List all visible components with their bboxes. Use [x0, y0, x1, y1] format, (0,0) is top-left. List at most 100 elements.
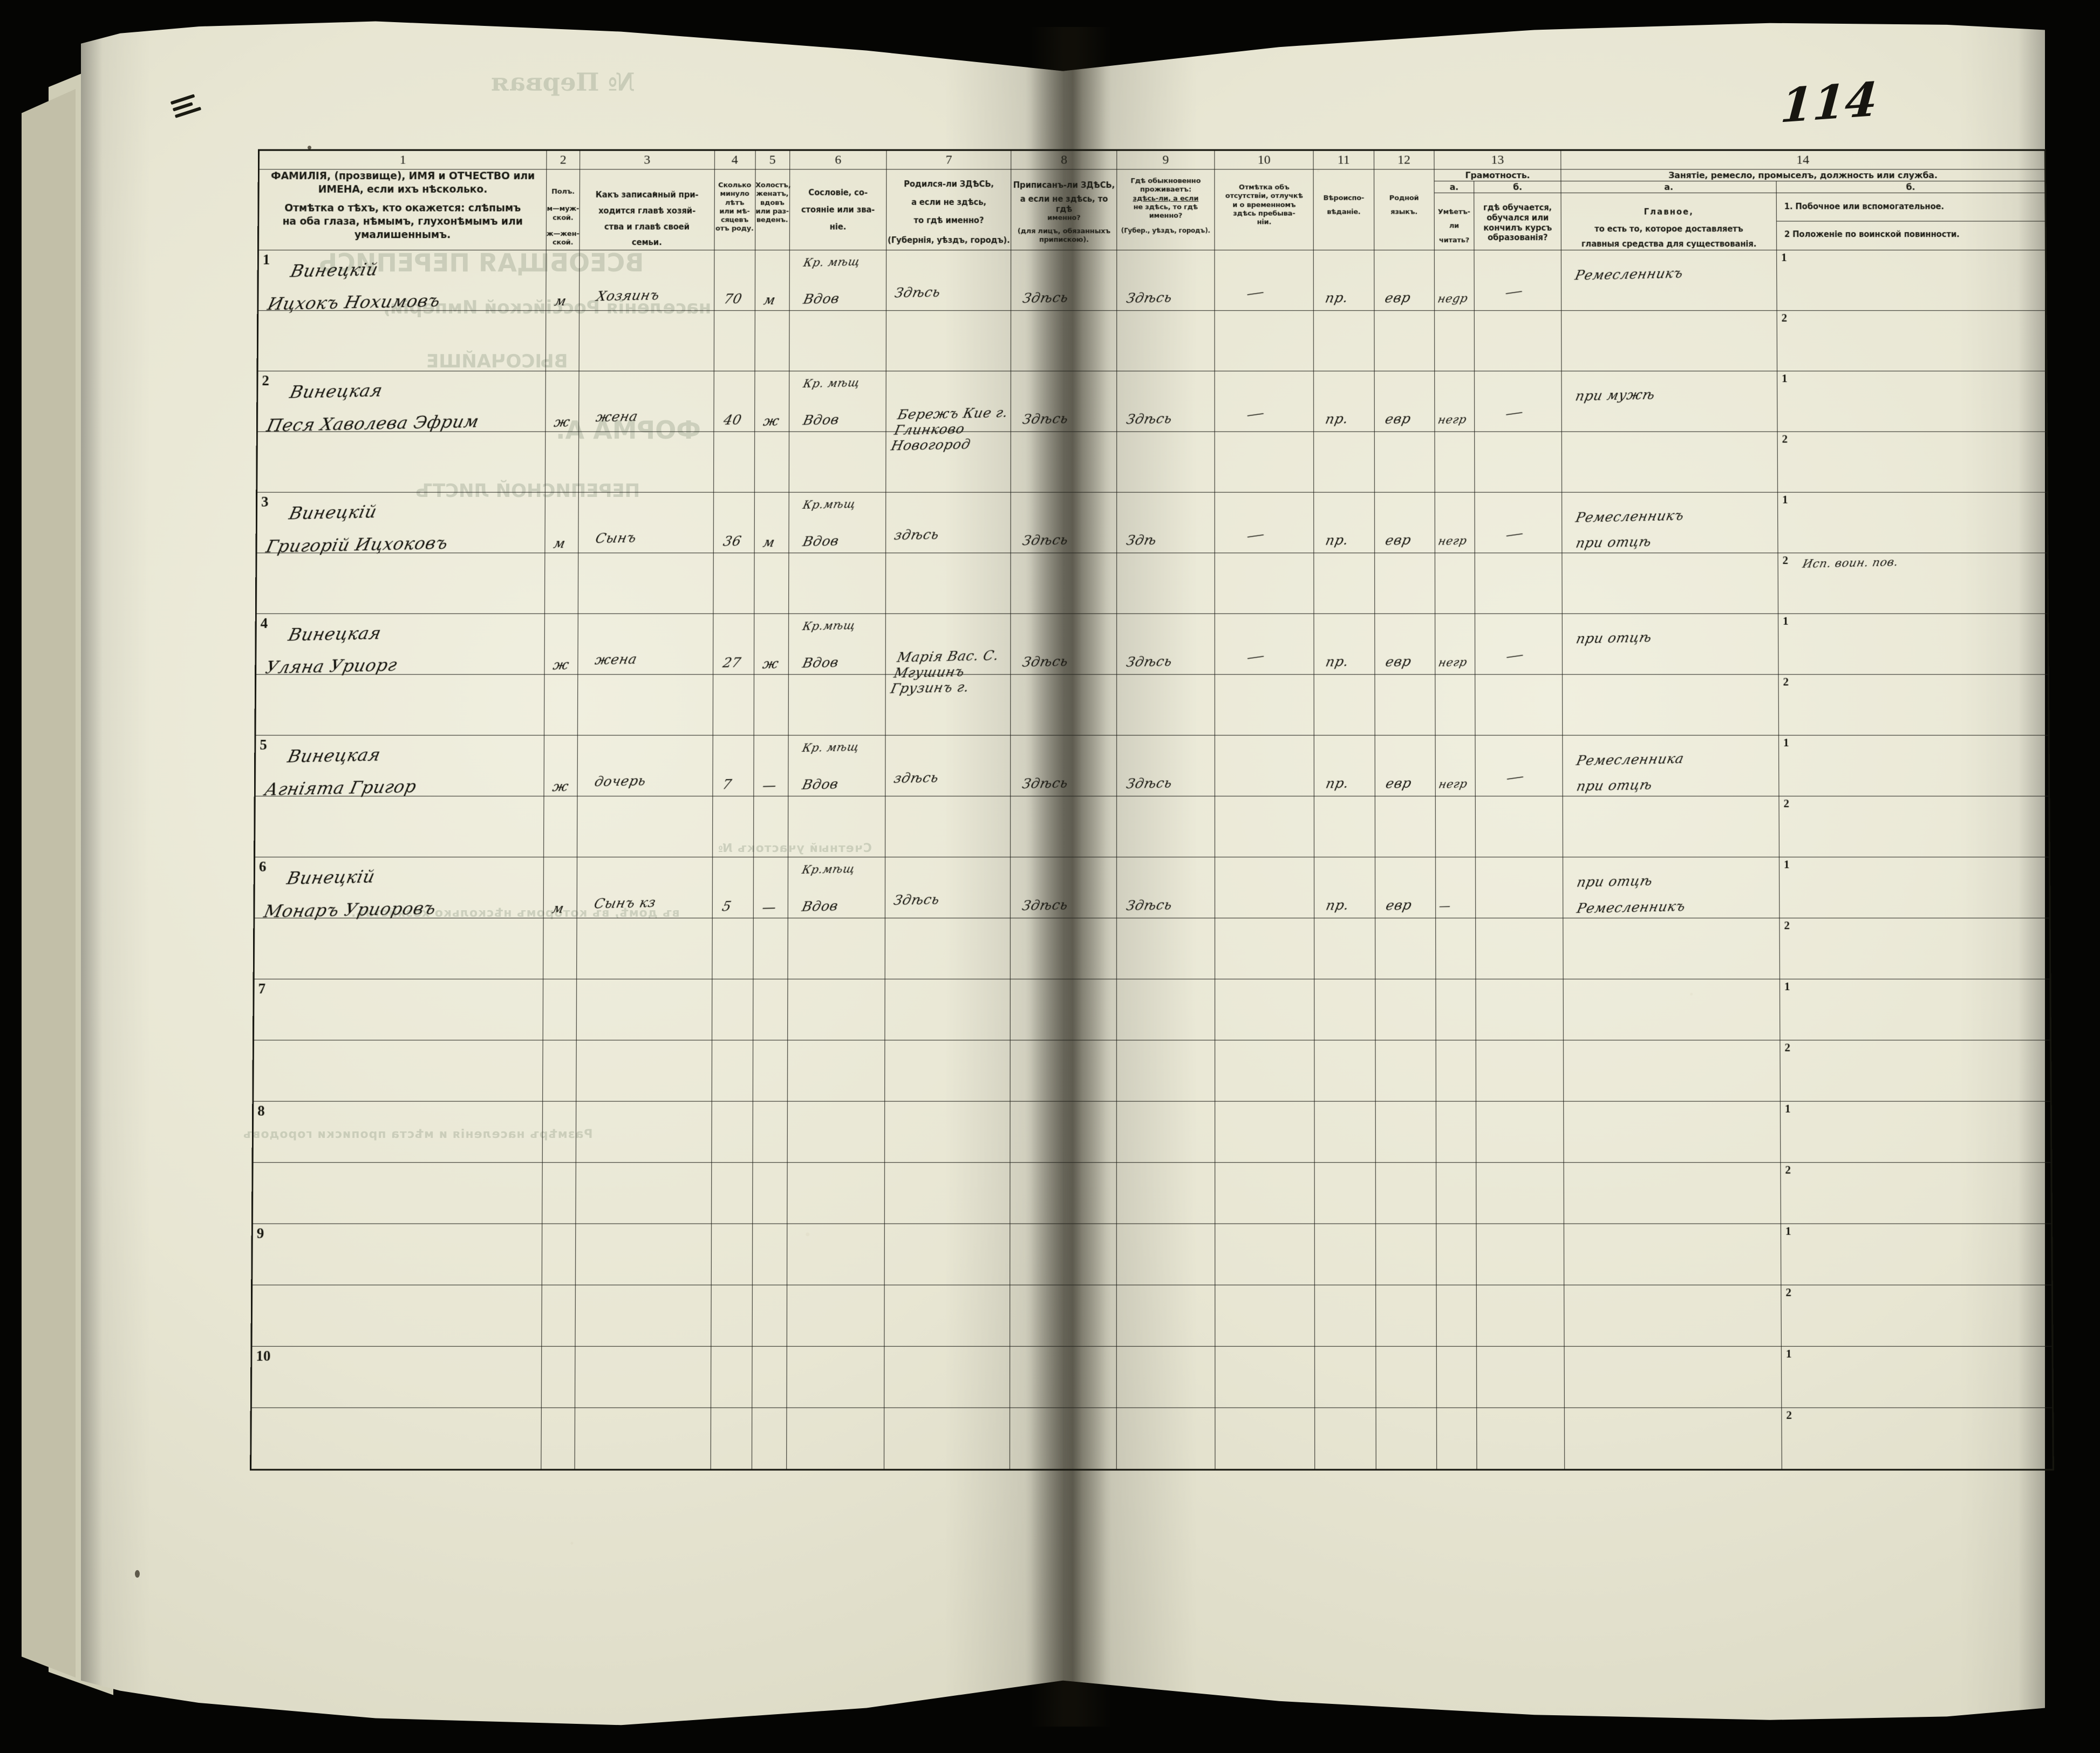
cell-military[interactable]: 2 [1781, 1285, 2053, 1346]
cell-continuation[interactable] [1476, 1162, 1564, 1224]
cell-absence[interactable] [1215, 857, 1315, 918]
cell-continuation[interactable] [1010, 1407, 1117, 1470]
cell-sex[interactable]: ж [544, 613, 578, 674]
cell-name[interactable]: 4 Винецкая Уляна Уриорг [255, 613, 545, 678]
cell-occupation-side[interactable]: 1 [1781, 1346, 2053, 1408]
cell-religion[interactable] [1314, 979, 1375, 1040]
cell-estate[interactable]: Кр. мѣщ Вдов [789, 250, 887, 311]
cell-continuation[interactable] [1563, 1040, 1781, 1101]
cell-birthplace[interactable]: здѣсь [885, 492, 1011, 553]
cell-continuation[interactable] [752, 1285, 787, 1346]
cell-literacy[interactable]: негр [1435, 613, 1475, 674]
table-row[interactable]: 2 [251, 1285, 2053, 1346]
cell-continuation[interactable] [544, 552, 578, 613]
cell-continuation[interactable] [576, 918, 712, 979]
cell-language[interactable]: евр [1374, 492, 1435, 553]
cell-marital[interactable]: м [754, 492, 789, 553]
cell-continuation[interactable] [788, 796, 885, 857]
cell-residence[interactable]: Здѣ [1116, 492, 1215, 553]
cell-ascription[interactable]: Здѣсь [1011, 492, 1117, 553]
cell-relation[interactable] [575, 1346, 711, 1408]
cell-continuation[interactable] [885, 674, 1011, 735]
cell-age[interactable] [711, 1101, 753, 1163]
cell-continuation[interactable] [711, 1285, 752, 1346]
cell-continuation[interactable] [541, 1407, 575, 1470]
cell-continuation[interactable] [1476, 1285, 1565, 1346]
cell-military[interactable]: 2 [1779, 1040, 2051, 1101]
cell-marital[interactable]: м [754, 250, 790, 311]
table-row[interactable]: 2 [257, 310, 2047, 371]
cell-religion[interactable] [1314, 1223, 1376, 1285]
table-row[interactable]: 8 [253, 1101, 2051, 1163]
cell-continuation[interactable] [1374, 552, 1435, 613]
cell-sex[interactable] [541, 1346, 576, 1408]
cell-military[interactable]: 2 [1778, 674, 2049, 735]
cell-continuation[interactable] [1474, 310, 1562, 371]
cell-continuation[interactable] [1215, 1285, 1315, 1346]
cell-continuation[interactable] [1215, 1040, 1315, 1101]
cell-continuation[interactable] [254, 796, 544, 857]
cell-age[interactable]: 36 [713, 492, 755, 553]
cell-continuation[interactable] [1563, 796, 1779, 857]
cell-continuation[interactable] [713, 431, 755, 492]
cell-ascription[interactable] [1010, 1223, 1117, 1285]
cell-continuation[interactable] [886, 310, 1011, 371]
cell-estate[interactable] [787, 979, 885, 1040]
cell-continuation[interactable] [1475, 552, 1563, 613]
cell-birthplace[interactable]: здѣсь [885, 735, 1011, 796]
cell-continuation[interactable] [250, 1407, 542, 1470]
cell-language[interactable]: евр [1374, 613, 1435, 674]
cell-age[interactable] [711, 1223, 753, 1285]
cell-continuation[interactable] [1215, 552, 1314, 613]
cell-education[interactable]: — [1474, 371, 1562, 432]
cell-absence[interactable] [1215, 979, 1315, 1040]
cell-continuation[interactable] [1314, 918, 1375, 979]
cell-continuation[interactable] [1215, 310, 1314, 371]
cell-continuation[interactable] [787, 1040, 885, 1101]
cell-relation[interactable]: Сынъ кз [577, 857, 713, 918]
cell-continuation[interactable] [1562, 552, 1778, 613]
cell-continuation[interactable] [1215, 1162, 1315, 1224]
cell-age[interactable]: 40 [713, 371, 755, 432]
cell-residence[interactable]: Здѣсь [1116, 371, 1215, 432]
cell-continuation[interactable] [712, 918, 753, 979]
table-row[interactable]: 2 [250, 1407, 2054, 1470]
cell-residence[interactable]: Здѣсь [1116, 613, 1215, 674]
cell-residence[interactable] [1116, 979, 1215, 1040]
cell-continuation[interactable] [1374, 310, 1435, 371]
cell-language[interactable] [1375, 1101, 1436, 1163]
cell-ascription[interactable]: Здѣсь [1011, 371, 1117, 432]
cell-residence[interactable] [1116, 1346, 1216, 1408]
cell-continuation[interactable] [713, 552, 754, 613]
cell-continuation[interactable] [575, 1162, 712, 1224]
cell-occupation-side[interactable]: 1 [1778, 613, 2049, 674]
cell-military[interactable]: 2 [1777, 310, 2047, 371]
cell-continuation[interactable] [787, 1285, 885, 1346]
cell-absence[interactable]: — [1215, 371, 1314, 432]
cell-continuation[interactable] [544, 674, 578, 735]
cell-continuation[interactable] [712, 674, 754, 735]
cell-education[interactable] [1476, 1223, 1564, 1285]
cell-continuation[interactable] [753, 796, 788, 857]
cell-continuation[interactable] [579, 310, 714, 371]
cell-military[interactable]: 2 Исп. воин. пов. [1777, 552, 2048, 613]
cell-continuation[interactable] [1375, 918, 1436, 979]
cell-continuation[interactable] [542, 1040, 577, 1101]
cell-continuation[interactable] [1116, 1040, 1215, 1101]
cell-education[interactable] [1476, 1101, 1564, 1163]
cell-continuation[interactable] [1435, 796, 1476, 857]
cell-name[interactable]: 1 Винецкiй Ицхокъ Нохимовъ [257, 250, 547, 314]
table-row[interactable]: 7 [253, 979, 2051, 1040]
cell-residence[interactable] [1116, 1101, 1215, 1163]
cell-religion[interactable] [1314, 1346, 1376, 1408]
cell-continuation[interactable] [1374, 431, 1435, 492]
cell-continuation[interactable] [1314, 552, 1375, 613]
cell-continuation[interactable] [1116, 918, 1215, 979]
cell-continuation[interactable] [885, 552, 1011, 613]
cell-absence[interactable] [1215, 1346, 1315, 1408]
cell-continuation[interactable] [1375, 1162, 1436, 1224]
cell-estate[interactable] [787, 1223, 885, 1285]
cell-continuation[interactable] [884, 1162, 1011, 1224]
cell-marital[interactable] [753, 979, 788, 1040]
cell-continuation[interactable] [1435, 918, 1476, 979]
